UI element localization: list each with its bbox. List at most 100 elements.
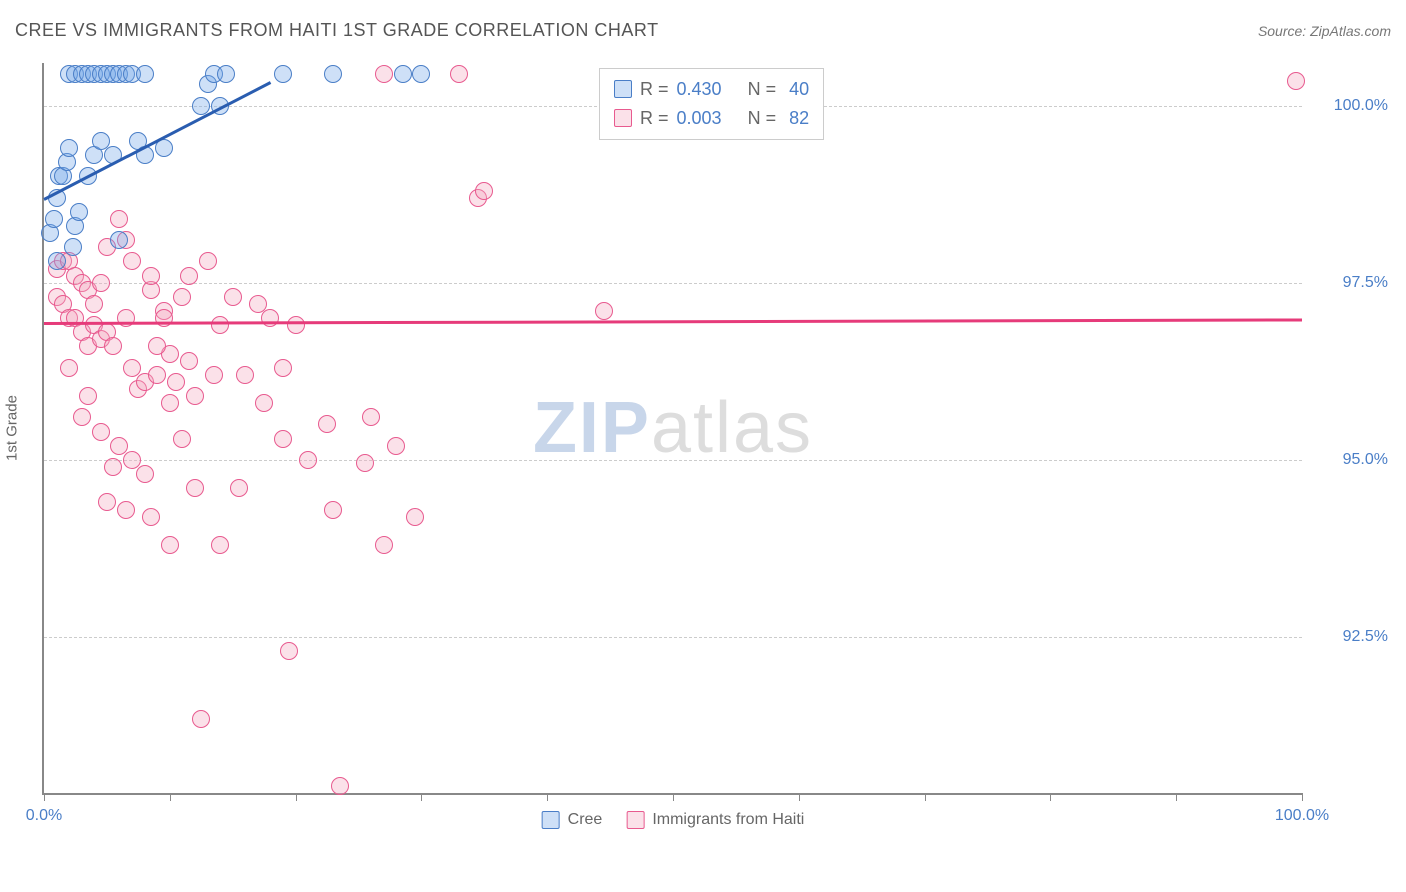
scatter-point <box>230 479 248 497</box>
scatter-point <box>136 65 154 83</box>
scatter-point <box>142 508 160 526</box>
scatter-point <box>64 238 82 256</box>
chart-title: CREE VS IMMIGRANTS FROM HAITI 1ST GRADE … <box>15 20 659 41</box>
stats-row: R = 0.003 N = 82 <box>614 104 809 133</box>
watermark-bold: ZIP <box>533 388 651 468</box>
scatter-point <box>173 430 191 448</box>
bottom-legend: CreeImmigrants from Haiti <box>542 811 805 829</box>
scatter-point <box>199 252 217 270</box>
scatter-point <box>356 454 374 472</box>
scatter-point <box>92 423 110 441</box>
scatter-point <box>375 536 393 554</box>
scatter-point <box>161 394 179 412</box>
xtick <box>296 793 297 801</box>
scatter-point <box>79 387 97 405</box>
scatter-point <box>236 366 254 384</box>
chart-header: CREE VS IMMIGRANTS FROM HAITI 1ST GRADE … <box>15 20 1391 41</box>
scatter-point <box>148 337 166 355</box>
xtick <box>1176 793 1177 801</box>
scatter-point <box>475 182 493 200</box>
scatter-point <box>375 65 393 83</box>
stat-value: 0.003 <box>677 104 722 133</box>
scatter-point <box>161 536 179 554</box>
scatter-point <box>450 65 468 83</box>
scatter-point <box>180 267 198 285</box>
xtick <box>1050 793 1051 801</box>
scatter-point <box>406 508 424 526</box>
scatter-point <box>110 231 128 249</box>
scatter-point <box>255 394 273 412</box>
watermark-rest: atlas <box>651 388 813 468</box>
scatter-point <box>211 316 229 334</box>
scatter-point <box>85 295 103 313</box>
scatter-point <box>362 408 380 426</box>
scatter-point <box>280 642 298 660</box>
scatter-point <box>142 267 160 285</box>
gridline <box>44 637 1302 638</box>
xtick <box>44 793 45 801</box>
gridline <box>44 283 1302 284</box>
scatter-point <box>104 337 122 355</box>
scatter-point <box>98 493 116 511</box>
xtick-label: 100.0% <box>1275 807 1329 825</box>
scatter-point <box>1287 72 1305 90</box>
scatter-point <box>205 366 223 384</box>
stats-row: R =0.430N = 40 <box>614 75 809 104</box>
scatter-point <box>48 252 66 270</box>
scatter-point <box>148 366 166 384</box>
scatter-point <box>412 65 430 83</box>
scatter-point <box>180 352 198 370</box>
scatter-point <box>104 458 122 476</box>
trend-line <box>43 81 271 201</box>
scatter-point <box>70 203 88 221</box>
xtick-label: 0.0% <box>26 807 62 825</box>
stat-label: N = <box>748 75 777 104</box>
ytick-label: 97.5% <box>1308 274 1388 292</box>
scatter-point <box>60 139 78 157</box>
chart-source: Source: ZipAtlas.com <box>1258 23 1391 39</box>
scatter-point <box>274 359 292 377</box>
scatter-point <box>186 387 204 405</box>
scatter-point <box>110 210 128 228</box>
scatter-point <box>192 710 210 728</box>
stat-label: R = <box>640 104 669 133</box>
scatter-point <box>211 536 229 554</box>
legend-swatch <box>626 811 644 829</box>
watermark: ZIPatlas <box>533 387 813 469</box>
scatter-point <box>217 65 235 83</box>
scatter-point <box>299 451 317 469</box>
gridline <box>44 460 1302 461</box>
scatter-point <box>224 288 242 306</box>
scatter-point <box>324 65 342 83</box>
stat-value: 40 <box>784 75 809 104</box>
stat-label: N = <box>748 104 777 133</box>
scatter-point <box>45 210 63 228</box>
scatter-point <box>331 777 349 795</box>
legend-swatch <box>542 811 560 829</box>
xtick <box>1302 793 1303 801</box>
plot-container: 1st Grade ZIPatlas 92.5%95.0%97.5%100.0%… <box>42 63 1390 813</box>
scatter-point <box>274 430 292 448</box>
ytick-label: 95.0% <box>1308 451 1388 469</box>
trend-line <box>44 318 1302 325</box>
scatter-point <box>324 501 342 519</box>
xtick <box>170 793 171 801</box>
xtick <box>421 793 422 801</box>
legend-item: Cree <box>542 811 603 829</box>
plot-area: 1st Grade ZIPatlas 92.5%95.0%97.5%100.0%… <box>42 63 1302 795</box>
stat-value: 82 <box>784 104 809 133</box>
ytick-label: 100.0% <box>1308 97 1388 115</box>
scatter-point <box>394 65 412 83</box>
scatter-point <box>186 479 204 497</box>
scatter-point <box>136 465 154 483</box>
scatter-point <box>287 316 305 334</box>
scatter-point <box>595 302 613 320</box>
xtick <box>547 793 548 801</box>
scatter-point <box>73 408 91 426</box>
source-prefix: Source: <box>1258 23 1310 39</box>
scatter-point <box>318 415 336 433</box>
scatter-point <box>167 373 185 391</box>
source-name: ZipAtlas.com <box>1310 23 1391 39</box>
scatter-point <box>60 359 78 377</box>
scatter-point <box>123 252 141 270</box>
